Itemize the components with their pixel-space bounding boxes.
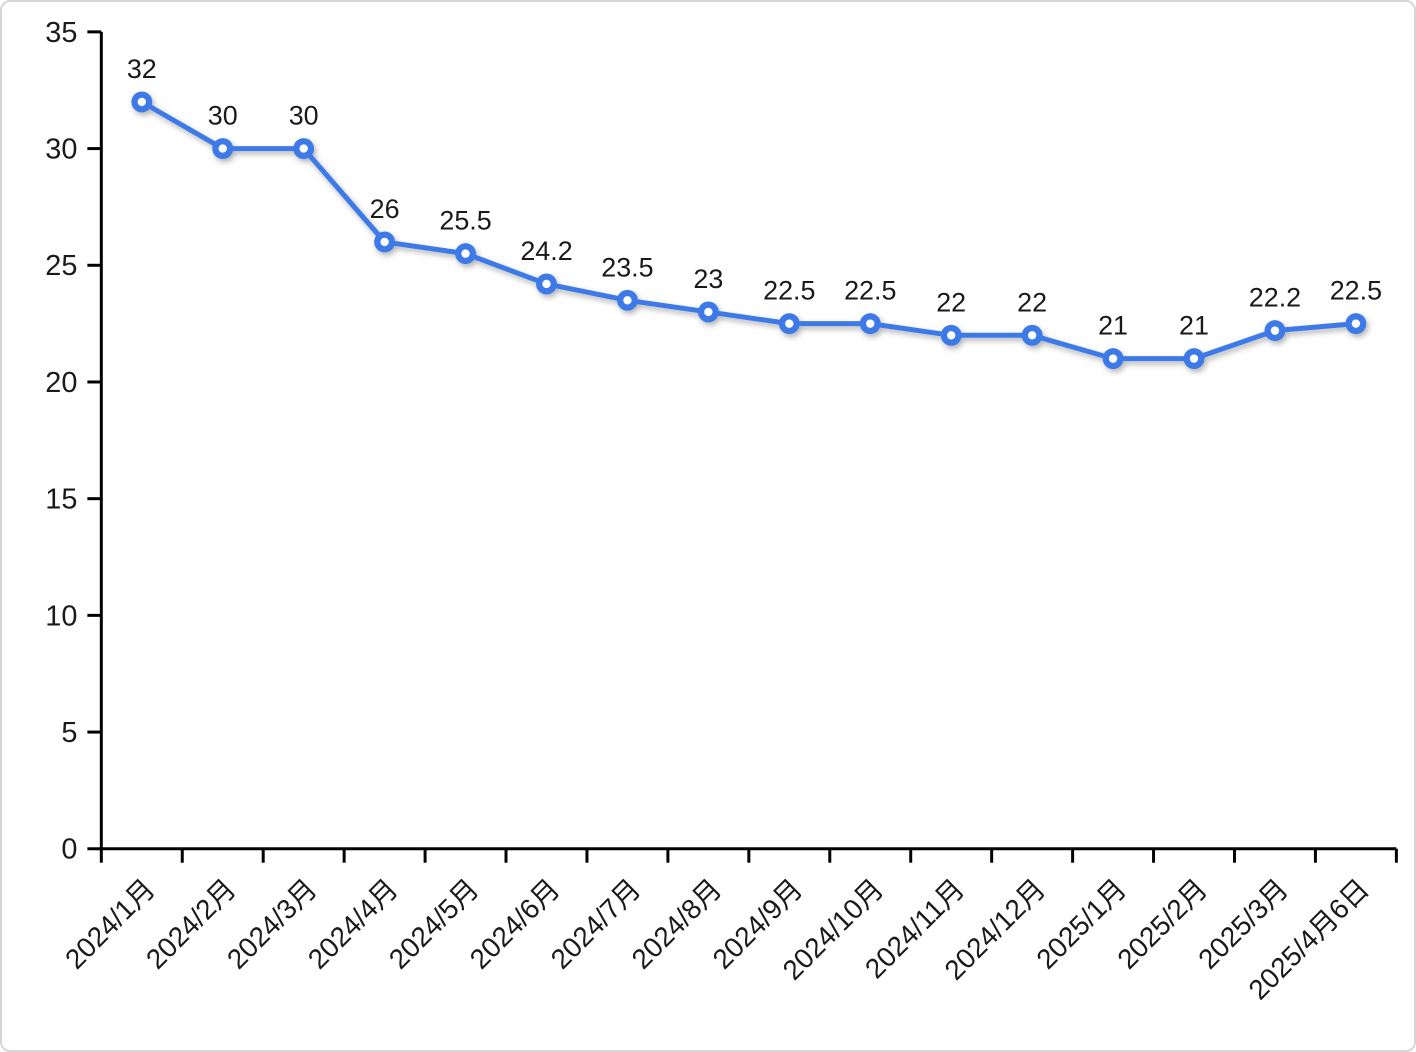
data-label: 22.5: [1330, 276, 1382, 306]
y-axis-tick-label: 0: [61, 834, 77, 866]
data-point-marker-center: [1027, 331, 1037, 340]
series-line: [139, 99, 1359, 362]
data-label: 21: [1098, 311, 1128, 341]
data-label: 30: [208, 101, 238, 131]
data-point-marker-center: [542, 279, 551, 289]
data-label: 21: [1179, 311, 1209, 341]
data-point-marker-center: [1189, 354, 1199, 363]
data-point-marker-center: [623, 296, 632, 305]
data-point-marker-center: [461, 249, 470, 258]
data-point-marker-center: [1108, 354, 1118, 363]
data-label: 26: [370, 194, 400, 224]
data-label: 22: [936, 287, 966, 317]
data-label: 22.5: [763, 276, 815, 306]
data-label: 22.5: [844, 276, 896, 306]
data-point-marker-center: [299, 144, 308, 153]
data-point-marker-center: [785, 319, 794, 328]
y-axis-tick-label: 20: [45, 367, 77, 399]
series-group: [131, 91, 1367, 370]
data-point-marker-center: [947, 331, 956, 340]
data-label: 30: [289, 101, 319, 131]
data-label: 22: [1017, 287, 1047, 317]
data-point-marker-center: [866, 319, 875, 328]
data-label: 32: [127, 54, 157, 84]
y-axis-tick-label: 30: [45, 134, 77, 166]
y-axis-tick-label: 10: [45, 600, 77, 632]
data-point-marker-center: [137, 97, 146, 107]
data-label: 25.5: [439, 206, 491, 236]
y-axis-tick-label: 35: [45, 17, 77, 49]
data-label: 23: [693, 264, 723, 294]
data-point-marker-center: [1270, 326, 1280, 335]
data-label: 23.5: [601, 252, 653, 282]
data-point-marker-center: [218, 144, 227, 153]
y-axis-tick-label: 5: [61, 717, 77, 749]
data-point-marker-center: [704, 307, 713, 317]
data-label: 24.2: [520, 236, 572, 266]
data-point-marker-center: [1351, 319, 1361, 328]
data-point-marker-center: [380, 237, 389, 247]
y-axis-tick-label: 25: [45, 250, 77, 282]
data-label: 22.2: [1249, 283, 1301, 313]
y-axis-tick-label: 15: [45, 484, 77, 516]
